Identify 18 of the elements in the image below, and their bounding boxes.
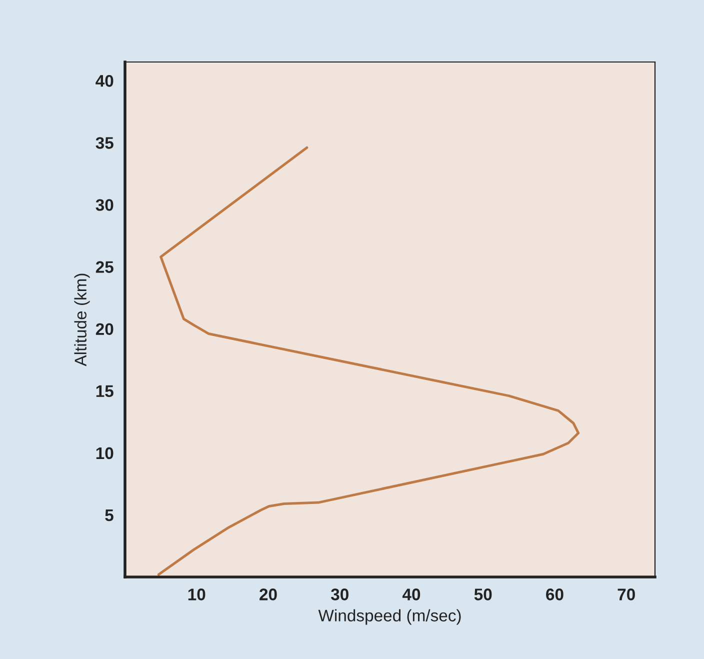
- x-tick-label: 50: [474, 588, 492, 600]
- y-axis-title: Altitude (km): [74, 274, 90, 366]
- x-axis-title: Windspeed (m/sec): [318, 609, 461, 625]
- x-tick-label: 40: [402, 588, 420, 600]
- x-tick-label: 20: [260, 588, 277, 600]
- y-tick-label: 20: [96, 323, 114, 336]
- y-tick-label: 15: [96, 385, 114, 398]
- y-tick-label: 25: [96, 261, 114, 273]
- x-tick-label: 70: [618, 588, 635, 600]
- y-tick-label: 40: [96, 75, 114, 87]
- y-tick-label: 10: [96, 447, 114, 460]
- y-tick-label: 35: [96, 137, 114, 149]
- y-tick-label: 5: [105, 510, 114, 522]
- x-tick-label: 10: [188, 588, 206, 600]
- line-series: [157, 146, 580, 576]
- x-tick-label: 30: [330, 588, 348, 600]
- y-tick-label: 30: [96, 199, 114, 211]
- x-tick-label: 60: [546, 588, 564, 600]
